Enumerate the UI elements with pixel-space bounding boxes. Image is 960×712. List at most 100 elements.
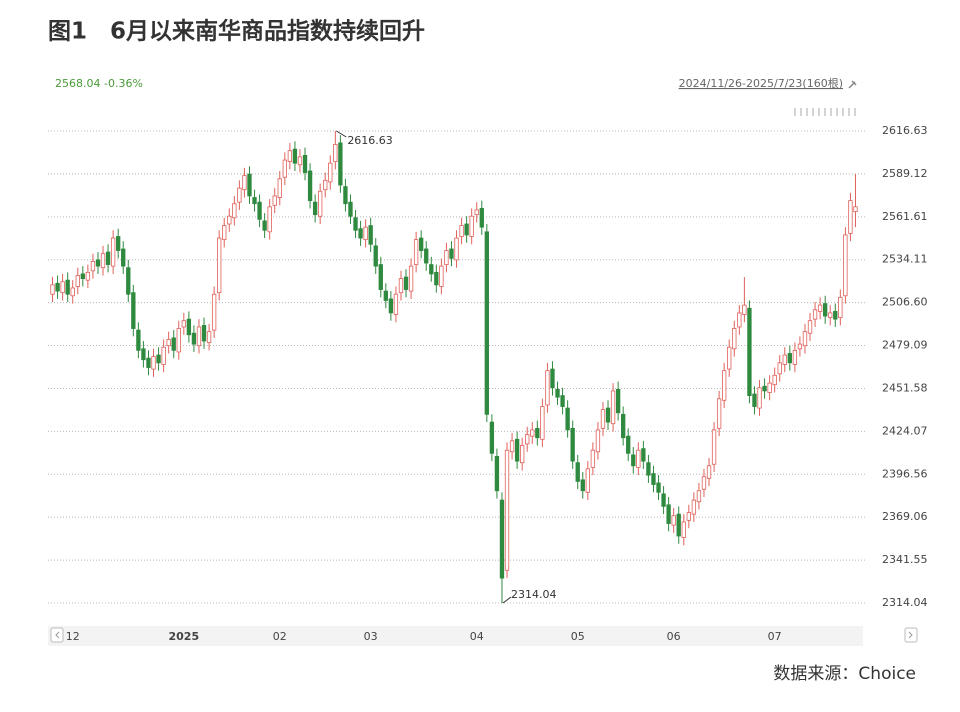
x-tick-label: 07: [768, 630, 782, 643]
candle-body: [277, 178, 282, 198]
candle-body: [287, 150, 293, 163]
candle-body: [509, 440, 515, 453]
candle-body: [535, 427, 540, 439]
candle-body: [181, 320, 186, 328]
candle-body: [621, 413, 626, 439]
candle-body: [262, 220, 267, 231]
candle-body: [782, 354, 787, 365]
candle-body: [227, 215, 232, 225]
candle-body: [196, 326, 202, 347]
candle-body: [631, 454, 636, 467]
candle-body: [343, 186, 348, 205]
candle-body: [525, 434, 530, 445]
candle-body: [90, 261, 96, 272]
candle-body: [201, 325, 207, 342]
candle-body: [459, 225, 464, 237]
candle-body: [686, 512, 691, 521]
candle-body: [232, 203, 237, 219]
candle-body: [237, 187, 242, 203]
candle-body: [580, 479, 585, 492]
candle-body: [737, 312, 742, 328]
candle-body: [388, 298, 394, 314]
x-tick-label: 05: [571, 630, 585, 643]
candle-body: [540, 406, 545, 440]
candle-body: [807, 320, 813, 334]
candle-body: [722, 370, 727, 401]
max-annotation: 2616.63: [347, 134, 393, 147]
candle-body: [439, 265, 444, 287]
candle-body: [282, 159, 287, 178]
candle-body: [848, 200, 853, 234]
candle-body: [166, 339, 171, 347]
source: 数据来源：Choice: [773, 664, 916, 684]
candle-body: [747, 307, 752, 397]
candle-body: [307, 170, 313, 202]
x-axis-band: [48, 626, 863, 646]
candle-body: [121, 248, 126, 267]
candle-body: [110, 237, 116, 267]
y-tick-label: 2451.58: [882, 381, 928, 394]
candle-body: [429, 264, 434, 275]
candle-body: [661, 493, 666, 507]
range-label[interactable]: 2024/11/26-2025/7/23(160根): [679, 76, 843, 90]
candle-body: [186, 318, 192, 336]
candle-body: [95, 259, 101, 267]
candle-body: [368, 225, 373, 245]
candle-body: [464, 223, 469, 236]
candle-body: [570, 427, 575, 462]
candle-body: [802, 331, 808, 347]
candle-body: [242, 175, 247, 191]
candle-body: [610, 390, 616, 425]
candle-body: [151, 356, 156, 370]
candle-body: [403, 276, 409, 290]
min-pointer: [502, 596, 512, 604]
candle-body: [383, 290, 388, 301]
candle-body: [843, 234, 848, 297]
candle-body: [641, 448, 646, 462]
candle-body: [222, 225, 227, 241]
candle-body: [545, 370, 550, 406]
candle-body: [161, 346, 166, 365]
candle-body: [711, 429, 717, 465]
candle-body: [742, 304, 747, 315]
candle-body: [373, 245, 378, 267]
candle-body: [575, 462, 580, 482]
candle-body: [732, 328, 737, 350]
candle-body: [823, 303, 828, 317]
x-tick-label: 03: [364, 630, 378, 643]
candle-body: [838, 296, 843, 319]
candle-body: [272, 195, 277, 206]
candle-body: [555, 388, 560, 398]
candle-body: [777, 362, 782, 375]
candle-body: [494, 456, 500, 492]
scroll-left[interactable]: [50, 627, 64, 643]
candle-body: [247, 173, 252, 197]
candle-body: [560, 395, 565, 407]
candle-body: [706, 465, 712, 479]
candle-body: [353, 217, 358, 231]
candle-body: [206, 331, 212, 343]
candle-body: [828, 312, 833, 319]
x-tick-label: 2025: [169, 630, 200, 643]
candle-body: [651, 473, 656, 485]
scroll-right[interactable]: [904, 627, 918, 643]
candle-body: [833, 310, 838, 320]
candle-body: [772, 374, 777, 386]
candle-body: [131, 292, 136, 329]
figure-title: 图1 6月以来南华商品指数持续回升: [48, 18, 425, 45]
candle-body: [565, 407, 570, 431]
candle-body: [595, 429, 601, 453]
y-tick-label: 2479.09: [882, 339, 928, 352]
candle-body: [671, 515, 676, 526]
candle-body: [530, 429, 535, 437]
candle-body: [444, 250, 449, 265]
candle-body: [60, 281, 65, 294]
max-pointer: [336, 130, 347, 138]
pin-icon[interactable]: [848, 80, 857, 89]
candle-body: [787, 353, 792, 364]
candle-body: [474, 209, 479, 216]
candle-body: [328, 162, 333, 183]
candle-body: [191, 332, 197, 345]
chart-panel: [45, 62, 920, 646]
scroll-left-arrow: [55, 631, 60, 639]
